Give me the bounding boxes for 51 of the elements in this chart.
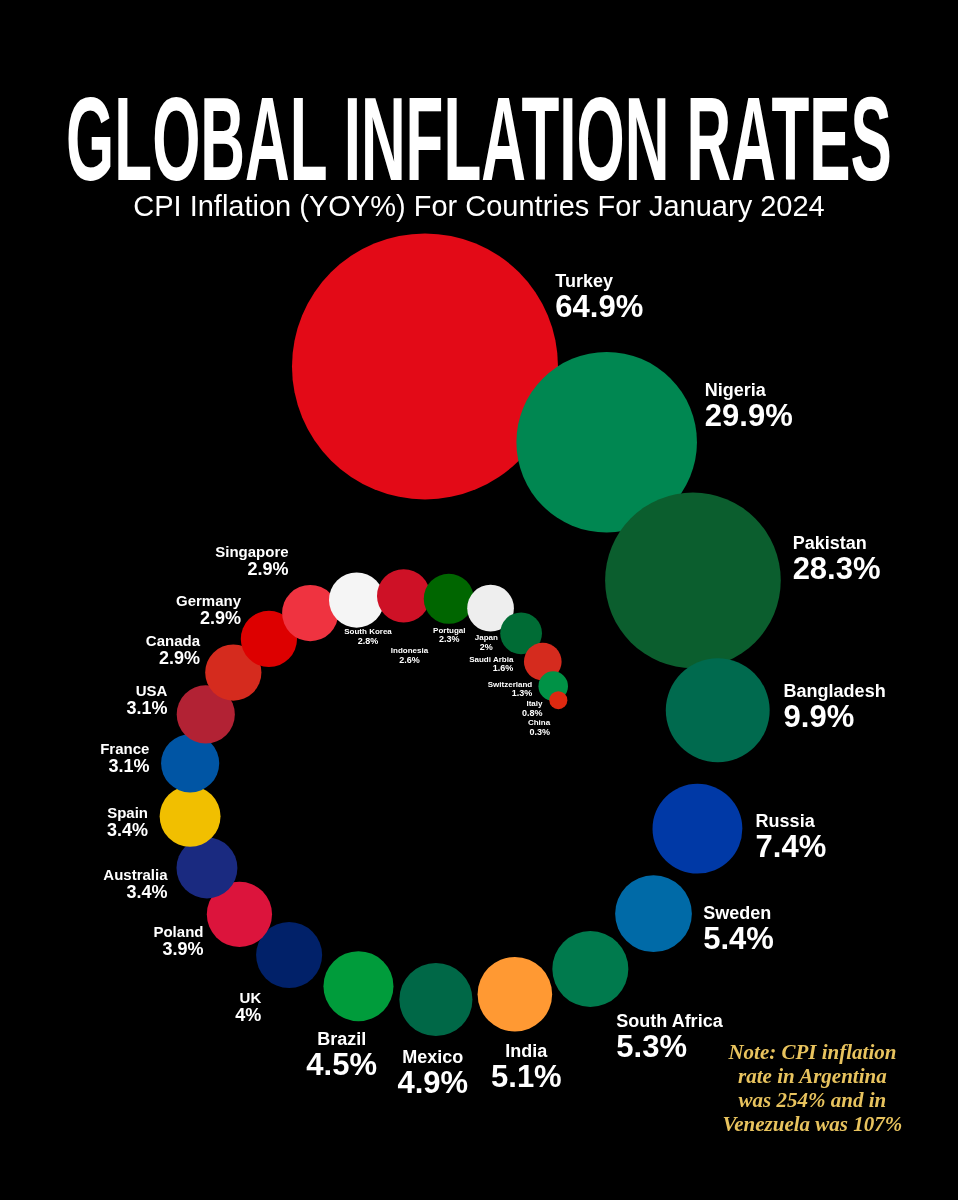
category-label: Turkey xyxy=(555,271,614,292)
category-label: Switzerland xyxy=(487,679,533,690)
data-label: 0.3% xyxy=(528,726,551,738)
category-label: Nigeria xyxy=(704,380,767,401)
data-label: 2.8% xyxy=(356,635,380,647)
category-label: China xyxy=(527,718,551,728)
data-label: 5.3% xyxy=(616,1028,688,1064)
category-label: Portugal xyxy=(433,625,466,635)
text: Note: CPI inflation rate in Argentina was 254% and in Venezuela was 107% xyxy=(721,1040,904,1137)
category-label: UK xyxy=(238,989,262,1007)
category-label: Poland xyxy=(153,922,204,940)
data-label: 28.3% xyxy=(792,550,881,586)
category-label: Russia xyxy=(755,810,816,831)
data-label: 3.1% xyxy=(107,755,150,776)
category-label: Saudi Arbia xyxy=(469,654,514,665)
data-label: 5.1% xyxy=(491,1059,562,1095)
data-label: 2.3% xyxy=(439,634,460,645)
category-label: Singapore xyxy=(215,543,289,561)
data-label: 2.9% xyxy=(158,647,201,668)
category-label: Sweden xyxy=(703,903,773,924)
category-label: South Africa xyxy=(616,1010,723,1031)
category-label: India xyxy=(504,1041,549,1062)
category-label: Pakistan xyxy=(792,532,868,553)
data-label: 3.4% xyxy=(125,881,168,902)
category-label: Canada xyxy=(145,631,201,649)
category-label: Brazil xyxy=(316,1029,368,1050)
category-label: Spain xyxy=(106,803,148,821)
data-label: 1.3% xyxy=(510,688,533,699)
category-label: Germany xyxy=(176,591,242,609)
data-label: 5.4% xyxy=(703,921,774,957)
data-label: 3.9% xyxy=(161,938,204,959)
data-label: 2.9% xyxy=(247,559,289,580)
category-label: Japan xyxy=(474,633,498,643)
data-label: 4.5% xyxy=(306,1047,378,1083)
category-label: Indonesia xyxy=(390,646,429,656)
category-label: USA xyxy=(134,681,168,699)
data-label: 2% xyxy=(479,641,493,653)
data-label: 3.1% xyxy=(126,697,168,718)
data-label: 0.8% xyxy=(521,707,543,719)
data-label: 4.9% xyxy=(397,1065,469,1101)
category-label: Bangladesh xyxy=(783,680,886,701)
data-label: 1.6% xyxy=(491,663,514,674)
category-label: France xyxy=(100,739,150,757)
data-label: 7.4% xyxy=(755,828,827,864)
data-label: 4% xyxy=(235,1005,262,1026)
data-label: 2.6% xyxy=(398,654,421,666)
category-label: Italy xyxy=(525,699,543,709)
category-label: Mexico xyxy=(401,1047,465,1068)
category-label: South Korea xyxy=(344,627,392,637)
category-label: Australia xyxy=(103,865,168,883)
text: CPI Inflation (YOY%) For Countries For January 2024 xyxy=(133,190,825,222)
